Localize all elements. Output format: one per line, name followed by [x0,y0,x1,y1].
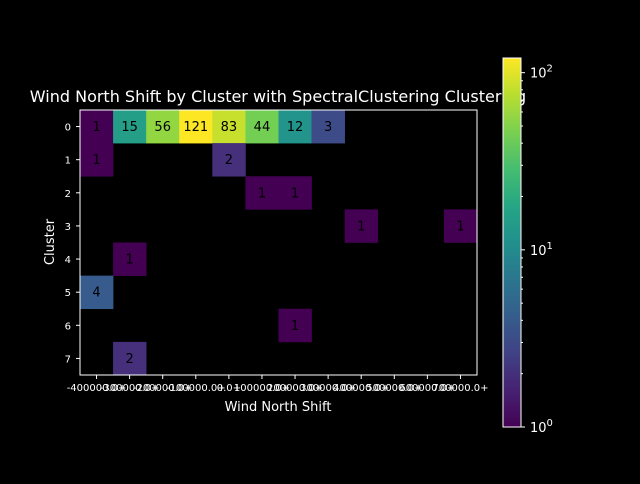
x-tick-label: -300000.0+ [100,383,160,394]
heatmap-cell [80,275,114,310]
colorbar: 100 101 102 [502,57,553,436]
y-tick-label: 2 [65,189,71,200]
x-tick-label: 0.0+ [217,383,241,394]
y-tick-label: 6 [65,321,71,332]
cell-value-label: 1 [258,186,266,201]
heatmap-cell [278,176,312,210]
colorbar-tick-label: 100 [530,418,553,436]
heatmap-plot-area: 1 15 56 121 83 44 12 31 21 11 1141201234567-400000… [65,109,489,394]
cell-value-label: 15 [121,120,138,135]
y-tick-label: 1 [65,156,71,167]
heatmap-cell [146,110,180,144]
heatmap-cell [245,110,279,144]
cell-value-label: 44 [254,120,271,135]
cell-value-label: 121 [183,120,208,135]
cell-value-label: 56 [154,120,171,135]
colorbar-tick-label: 102 [530,64,553,82]
cell-value-label: 1 [291,186,299,201]
x-tick-label: -400000.0+ [67,383,127,394]
plot-frame [79,109,478,376]
cell-value-label: 4 [92,286,100,301]
heatmap-cell [311,110,345,144]
x-tick-label: 400000.0+ [333,383,389,394]
x-tick-label: -200000.0+ [133,383,193,394]
cell-value-label: 2 [225,153,233,168]
y-tick-label: 0 [65,123,71,134]
cell-value-label: 1 [291,319,299,334]
x-tick-label: -100000.0+ [166,383,226,394]
colorbar-tick-label: 101 [530,241,553,259]
cell-value-label: 12 [287,120,304,135]
heatmap-cell [212,110,246,144]
heatmap-cell [278,308,312,343]
heatmap-cell [113,110,147,144]
x-tick-label: 500000.0+ [366,383,422,394]
x-axis-label: Wind North Shift [225,400,332,415]
cell-value-label: 1 [456,219,464,234]
cell-value-label: 1 [357,219,365,234]
x-tick-label: 100000.0+ [234,383,290,394]
y-tick-label: 5 [65,288,71,299]
heatmap-cell [344,209,379,243]
cell-value-label: 3 [324,120,332,135]
heatmap-cell [212,143,246,177]
heatmap-cell [179,110,213,144]
colorbar-gradient [502,57,522,428]
heatmap-cell [245,176,279,210]
y-axis-label: Cluster [43,218,58,265]
y-tick-label: 3 [65,222,71,233]
x-tick-label: 200000.0+ [267,383,323,394]
cell-value-label: 1 [92,153,100,168]
x-tick-label: 700000.0+ [432,383,488,394]
x-tick-label: 600000.0+ [399,383,455,394]
heatmap-cell [113,242,147,276]
cell-value-label: 83 [221,120,238,135]
y-tick-label: 7 [65,354,71,365]
cell-value-label: 1 [92,120,100,135]
heatmap-cell [113,341,147,376]
chart-title: Wind North Shift by Cluster with Spectra… [30,87,526,106]
cell-value-label: 1 [125,253,133,268]
heatmap-cell [80,143,114,177]
cell-value-label: 2 [125,352,133,367]
x-tick-label: 300000.0+ [300,383,356,394]
y-tick-label: 4 [65,255,71,266]
heatmap-cell [80,110,114,144]
heatmap-cell [278,110,312,144]
heatmap-cell [443,209,478,243]
